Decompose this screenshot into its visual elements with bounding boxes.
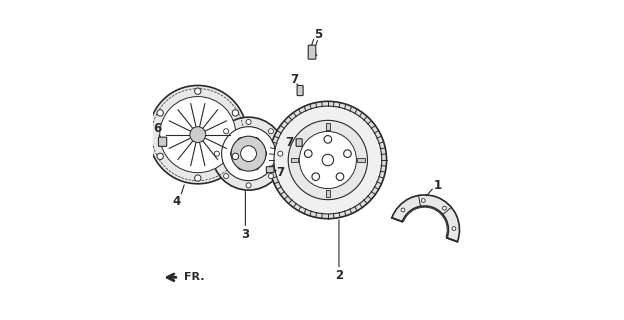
FancyBboxPatch shape — [296, 139, 302, 146]
Circle shape — [157, 110, 163, 116]
Circle shape — [268, 173, 273, 179]
Text: 2: 2 — [335, 269, 343, 282]
Circle shape — [252, 138, 260, 145]
Circle shape — [246, 183, 251, 188]
Bar — [358, 158, 365, 162]
Circle shape — [442, 206, 446, 210]
FancyBboxPatch shape — [297, 85, 303, 96]
Circle shape — [269, 101, 386, 219]
Text: FR.: FR. — [183, 272, 204, 282]
Circle shape — [238, 138, 245, 145]
Circle shape — [232, 110, 238, 116]
Bar — [326, 123, 330, 131]
Circle shape — [252, 162, 260, 170]
Circle shape — [241, 146, 256, 162]
Circle shape — [312, 173, 319, 180]
Circle shape — [421, 199, 425, 202]
Circle shape — [278, 151, 283, 156]
Circle shape — [190, 127, 206, 142]
Circle shape — [288, 120, 368, 200]
Circle shape — [195, 175, 201, 181]
Circle shape — [214, 151, 220, 156]
Text: 7: 7 — [276, 166, 285, 179]
Circle shape — [268, 129, 273, 134]
Bar — [291, 158, 298, 162]
Text: 1: 1 — [433, 179, 441, 192]
Circle shape — [232, 153, 238, 160]
Circle shape — [344, 150, 351, 157]
Text: 3: 3 — [241, 228, 250, 241]
Circle shape — [401, 208, 405, 212]
Circle shape — [160, 97, 236, 173]
Circle shape — [222, 127, 276, 180]
Circle shape — [238, 162, 245, 170]
Circle shape — [157, 153, 163, 160]
FancyBboxPatch shape — [158, 137, 167, 146]
Text: 7: 7 — [285, 136, 293, 149]
Circle shape — [195, 88, 201, 94]
Circle shape — [223, 129, 228, 134]
Bar — [326, 189, 330, 197]
Circle shape — [149, 85, 247, 184]
Circle shape — [300, 132, 356, 188]
Circle shape — [274, 106, 382, 214]
FancyBboxPatch shape — [266, 167, 274, 173]
Circle shape — [212, 117, 285, 190]
Text: 7: 7 — [291, 73, 299, 86]
Text: 6: 6 — [154, 122, 162, 135]
Circle shape — [246, 119, 251, 124]
Circle shape — [223, 173, 228, 179]
FancyBboxPatch shape — [308, 45, 316, 59]
Circle shape — [322, 154, 334, 166]
Circle shape — [324, 136, 332, 143]
Wedge shape — [392, 195, 459, 242]
Circle shape — [231, 136, 266, 171]
Circle shape — [305, 150, 312, 157]
Text: 5: 5 — [314, 28, 323, 41]
Circle shape — [230, 150, 238, 157]
Text: 4: 4 — [172, 196, 181, 208]
Circle shape — [336, 173, 344, 180]
Circle shape — [452, 227, 456, 230]
Circle shape — [259, 150, 266, 157]
